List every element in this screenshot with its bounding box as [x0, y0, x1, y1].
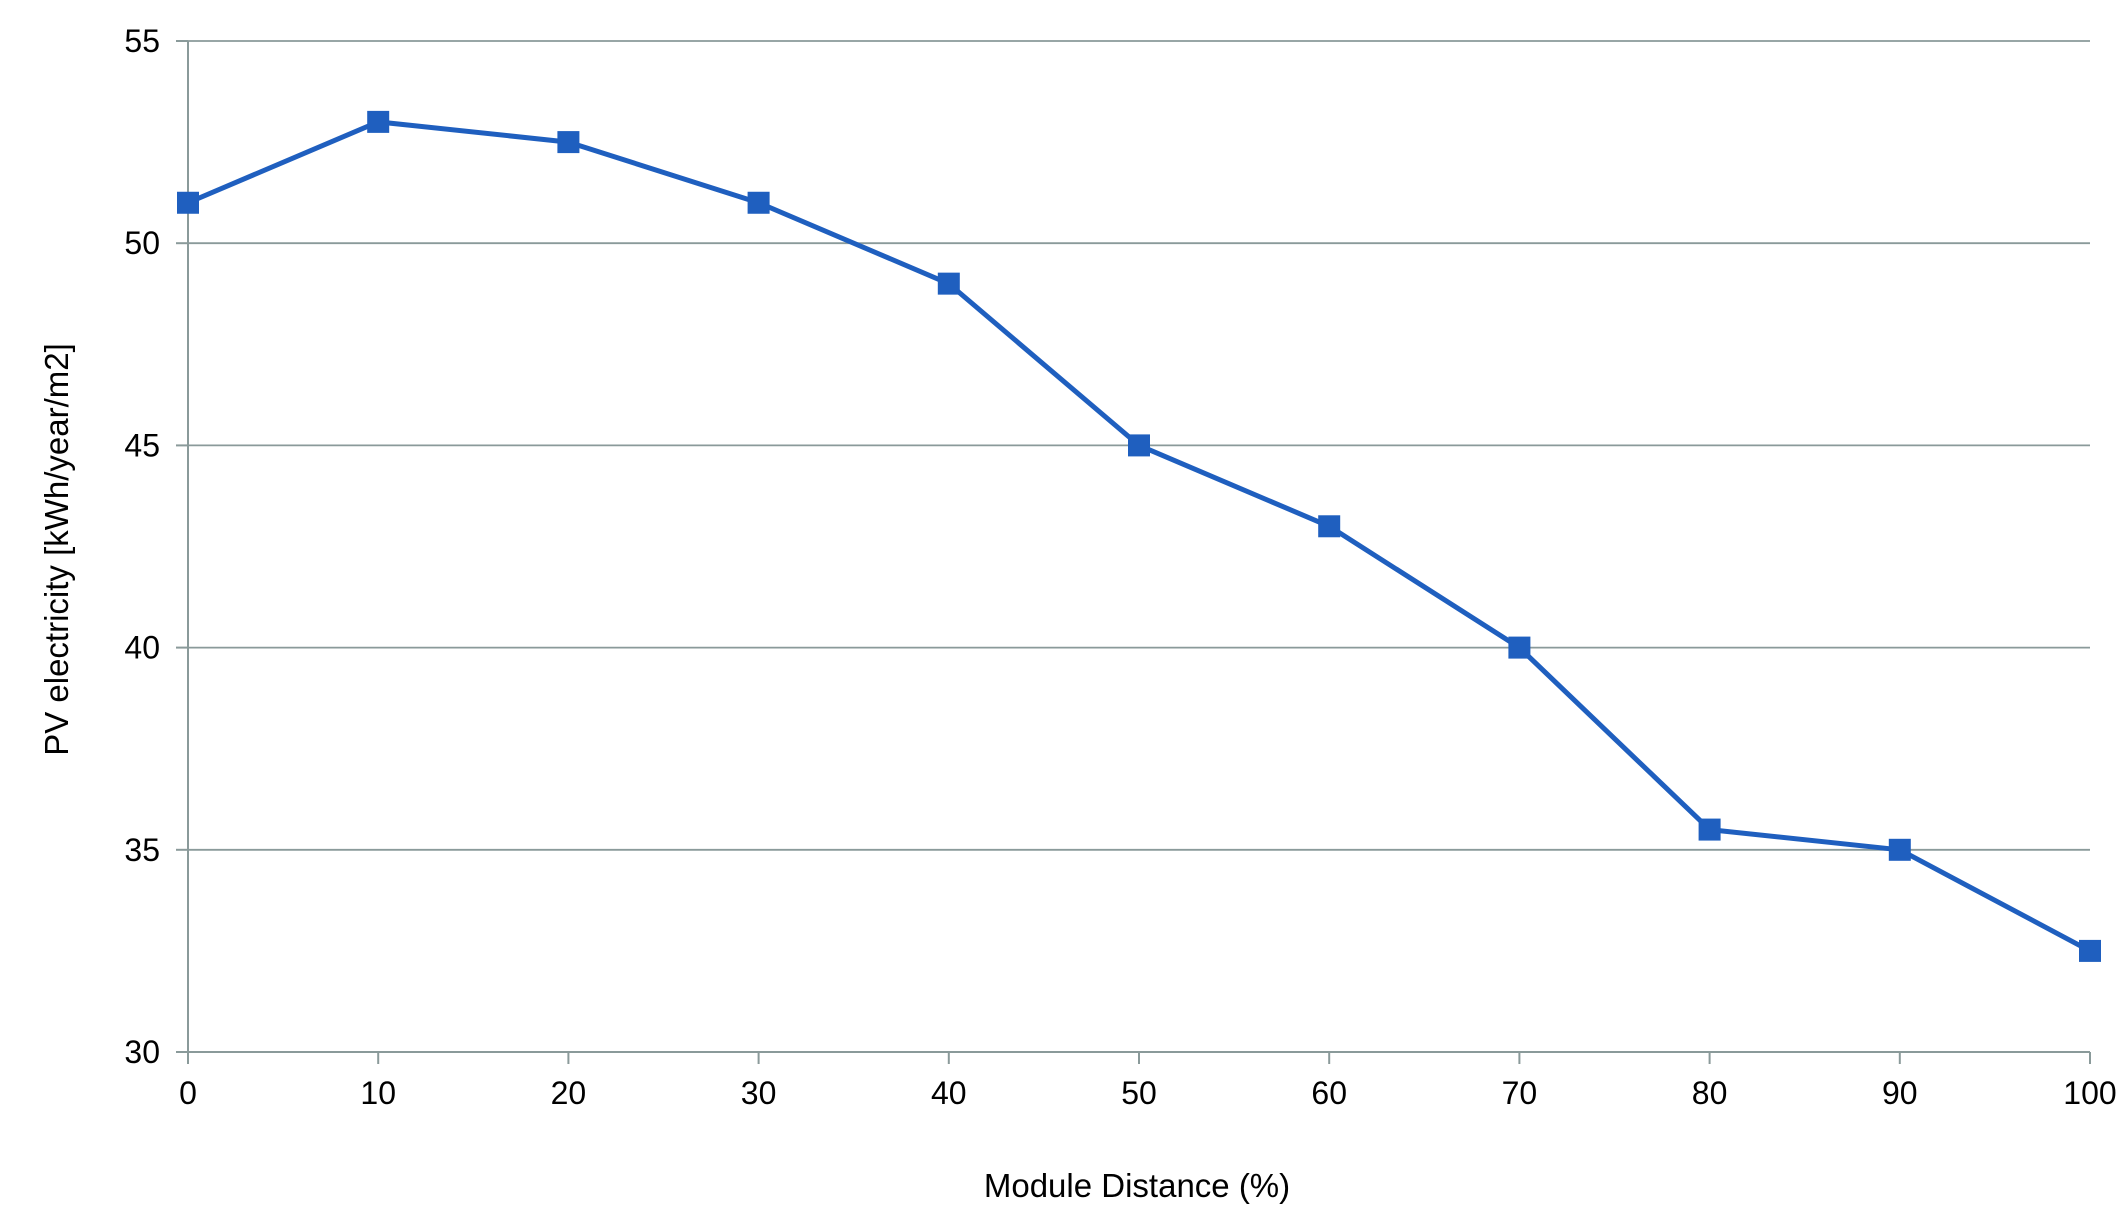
y-tick-label-45: 45	[124, 427, 160, 463]
data-point-x0	[177, 191, 199, 214]
data-point-x50	[1128, 434, 1150, 457]
x-tick-label-0: 0	[179, 1075, 197, 1111]
x-tick-label-90: 90	[1882, 1075, 1918, 1111]
y-tick-label-50: 50	[124, 225, 160, 261]
data-point-x70	[1508, 636, 1531, 659]
y-tick-labels: 30 35 40 45 50 55	[124, 23, 188, 1070]
x-tick-label-60: 60	[1311, 1075, 1347, 1111]
data-point-x100	[2079, 939, 2101, 962]
data-point-x40	[937, 272, 960, 295]
axes	[187, 41, 2090, 1053]
y-tick-label-40: 40	[124, 630, 160, 666]
x-tick-label-30: 30	[741, 1075, 777, 1111]
data-point-x20	[557, 131, 580, 154]
data-point-x90	[1888, 838, 1911, 861]
x-axis-title: Module Distance (%)	[984, 1167, 1290, 1204]
y-tick-label-55: 55	[124, 23, 160, 59]
data-point-x30	[747, 191, 770, 214]
data-point-x60	[1318, 515, 1341, 538]
x-tick-label-10: 10	[360, 1075, 396, 1111]
series-line-0	[185, 119, 2093, 954]
x-tick-label-50: 50	[1121, 1075, 1157, 1111]
y-tick-label-30: 30	[124, 1034, 160, 1070]
x-tick-label-70: 70	[1502, 1075, 1538, 1111]
x-tick-label-80: 80	[1692, 1075, 1728, 1111]
x-tick-label-100: 100	[2063, 1075, 2116, 1111]
y-axis-title: PV electricity [kWh/year/m2]	[38, 343, 75, 756]
x-tick-labels: 0 10 20 30 40 50 60 70 80 90 100	[179, 1052, 2117, 1111]
series-layer	[177, 110, 2101, 962]
data-point-x10	[367, 110, 390, 133]
data-point-x80	[1698, 818, 1721, 841]
x-tick-label-20: 20	[551, 1075, 587, 1111]
y-tick-label-35: 35	[124, 832, 160, 868]
x-tick-label-40: 40	[931, 1075, 967, 1111]
